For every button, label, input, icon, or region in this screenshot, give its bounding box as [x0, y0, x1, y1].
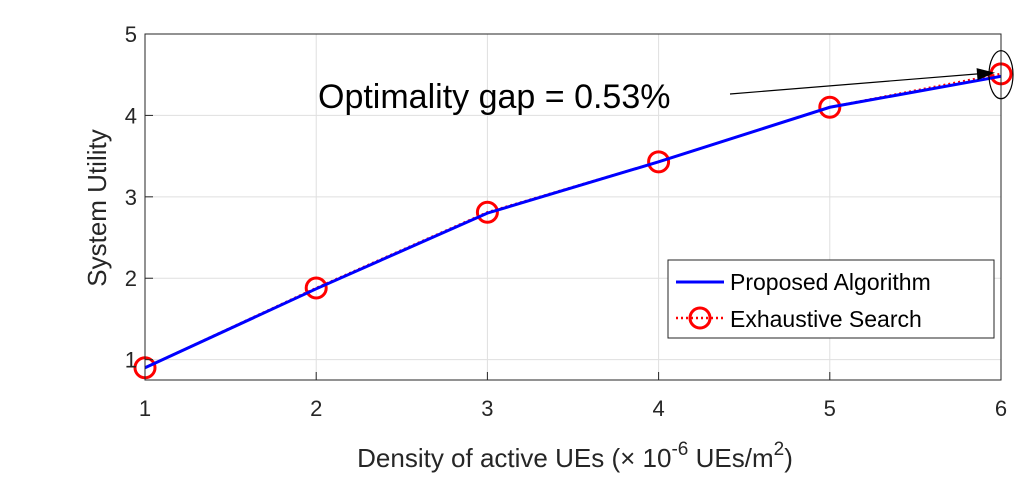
- x-tick-label: 6: [995, 396, 1007, 421]
- legend-label-proposed-algorithm: Proposed Algorithm: [730, 269, 931, 295]
- annotation-text: Optimality gap = 0.53%: [318, 78, 670, 116]
- x-tick-label: 1: [139, 396, 151, 421]
- legend-box: [667, 259, 995, 339]
- legend: Proposed Algorithm Exhaustive Search: [667, 259, 995, 339]
- annotation-ellipse: [988, 50, 1014, 100]
- x-tick-label: 4: [652, 396, 664, 421]
- x-tick-label: 3: [481, 396, 493, 421]
- tick-labels: 1 2 3 4 5 6 1 2 3 4 5: [125, 22, 1007, 421]
- x-tick-label: 5: [824, 396, 836, 421]
- x-axis-label-unit: UEs/m: [688, 443, 773, 473]
- legend-label-exhaustive-search: Exhaustive Search: [730, 306, 922, 332]
- data-point-exhaustive-search: [475, 200, 499, 224]
- x-axis-label-times: ×: [620, 443, 635, 473]
- annotation: Optimality gap = 0.53%: [318, 50, 1014, 116]
- y-tick-label: 3: [125, 185, 137, 210]
- y-tick-label: 4: [125, 103, 137, 128]
- x-axis-label-unit-exponent: 2: [774, 439, 785, 460]
- annotation-arrow: [729, 73, 982, 95]
- y-tick-label: 5: [125, 22, 137, 47]
- x-axis-label-suffix: ): [784, 443, 793, 473]
- x-axis-label-exponent: -6: [671, 439, 688, 460]
- plot-frame: [144, 33, 1002, 381]
- y-tick-label: 1: [125, 348, 137, 373]
- data-point-exhaustive-search: [647, 150, 671, 174]
- y-tick-label: 2: [125, 266, 137, 291]
- data-point-exhaustive-search: [818, 95, 842, 119]
- legend-marker-exhaustive-search: [688, 306, 712, 330]
- x-tick-label: 2: [310, 396, 322, 421]
- series-line-proposed-algorithm: [144, 74, 1002, 370]
- x-axis-label-prefix: Density of active UEs (: [357, 443, 620, 473]
- data-point-exhaustive-search: [304, 276, 328, 300]
- x-axis-label-base: 10: [635, 443, 671, 473]
- y-axis-label: System Utility: [82, 129, 112, 286]
- annotation-arrowhead: [976, 68, 995, 81]
- x-axis-label: Density of active UEs (× 10-6 UEs/m2): [357, 439, 793, 473]
